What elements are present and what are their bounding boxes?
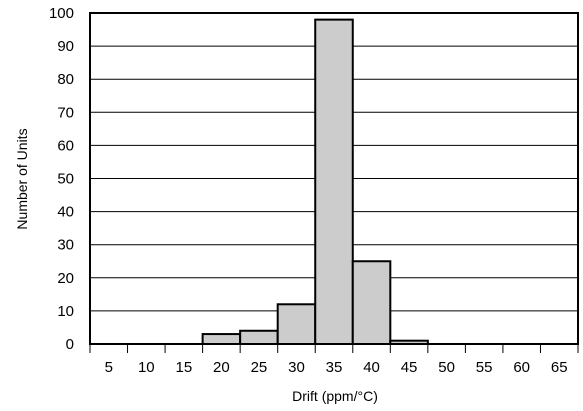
y-tick-label: 70	[57, 104, 74, 121]
x-tick-label: 10	[138, 359, 155, 376]
x-axis-title: Drift (ppm/°C)	[292, 388, 378, 404]
y-tick-label: 40	[57, 204, 74, 221]
y-tick-label: 60	[57, 137, 74, 154]
x-tick-label: 65	[551, 359, 568, 376]
x-tick-label: 50	[438, 359, 455, 376]
x-tick-label: 55	[476, 359, 493, 376]
bars	[201, 18, 429, 346]
y-tick-label: 10	[57, 303, 74, 320]
histogram-bar	[276, 303, 317, 345]
x-tick-label: 45	[401, 359, 418, 376]
y-tick-label: 100	[49, 5, 74, 22]
x-tick-label: 15	[176, 359, 193, 376]
histogram-bar	[239, 329, 279, 346]
x-tick-label: 35	[326, 359, 343, 376]
histogram-bar	[201, 333, 242, 346]
y-tick-label: 50	[57, 171, 74, 188]
y-tick-label: 0	[66, 336, 74, 353]
plot-frame	[89, 12, 579, 345]
x-tick-label: 5	[105, 359, 113, 376]
y-tick-label: 80	[57, 71, 74, 88]
histogram-bar	[351, 260, 392, 345]
x-tick-label: 20	[213, 359, 230, 376]
histogram-bar	[314, 18, 354, 346]
y-tick-labels: 0 10 20 30 40 50 60 70 80 90 100	[49, 5, 74, 353]
x-tick-label: 25	[251, 359, 268, 376]
y-tick-label: 30	[57, 237, 74, 254]
y-tick-label: 90	[57, 38, 74, 55]
x-tick-label: 40	[363, 359, 380, 376]
y-axis-title: Number of Units	[14, 128, 30, 229]
x-tick-labels: 5 10 15 20 25 30 35 40 45 50 55 60 65	[105, 359, 568, 376]
x-tick-label: 60	[513, 359, 530, 376]
x-tick-label: 30	[288, 359, 305, 376]
y-tick-label: 20	[57, 270, 74, 287]
x-ticks	[89, 344, 579, 353]
